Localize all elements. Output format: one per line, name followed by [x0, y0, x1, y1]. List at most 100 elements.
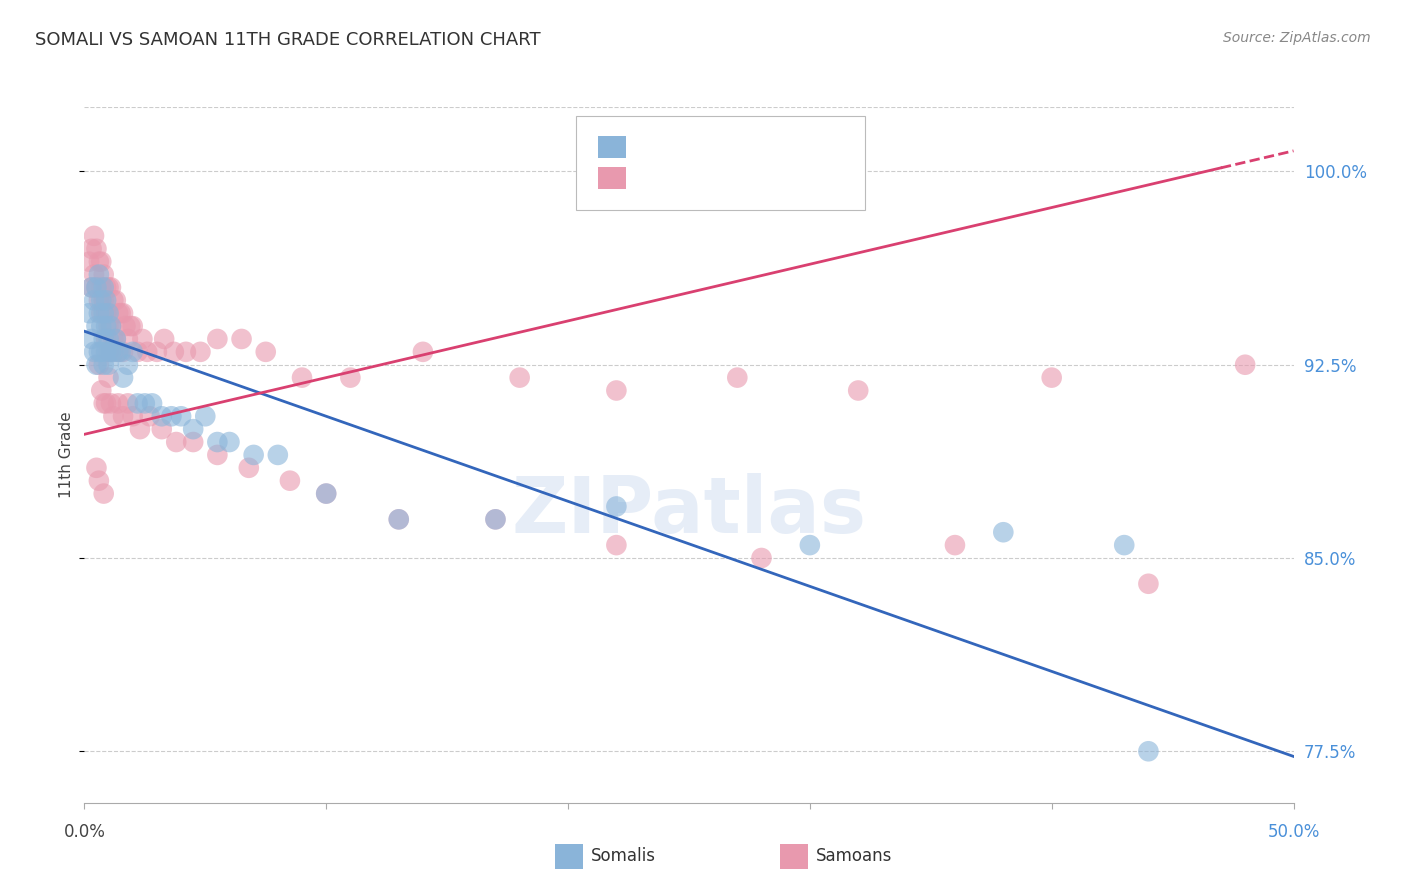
Point: [207, 435, 229, 450]
Text: ZIPatlas: ZIPatlas: [512, 473, 866, 549]
Point: [136, 344, 159, 359]
Point: [799, 538, 821, 552]
Point: [231, 332, 253, 346]
Point: [484, 512, 506, 526]
Point: [1234, 358, 1257, 372]
Point: [110, 344, 132, 359]
Point: [121, 344, 143, 359]
Point: [103, 344, 125, 359]
Point: [93, 396, 115, 410]
Point: [90, 293, 112, 308]
Point: [93, 358, 115, 372]
Point: [112, 370, 135, 384]
Point: [110, 306, 132, 320]
Point: [86, 280, 108, 294]
Point: [97, 319, 120, 334]
Point: [83, 293, 105, 308]
Point: [751, 551, 773, 566]
Point: [103, 332, 125, 346]
Point: [107, 344, 129, 359]
Point: [267, 448, 290, 462]
Point: [121, 409, 143, 424]
Point: [194, 409, 217, 424]
Point: [315, 486, 337, 500]
Text: N =: N =: [738, 138, 775, 156]
Point: [94, 280, 117, 294]
Point: [90, 319, 112, 334]
Text: SOMALI VS SAMOAN 11TH GRADE CORRELATION CHART: SOMALI VS SAMOAN 11TH GRADE CORRELATION …: [35, 31, 541, 49]
Point: [605, 538, 627, 552]
Point: [1040, 370, 1063, 384]
Point: [117, 396, 139, 410]
Point: [87, 268, 110, 282]
Point: [100, 280, 122, 294]
Point: [388, 512, 411, 526]
Point: [291, 370, 314, 384]
Point: [163, 344, 186, 359]
Text: 53: 53: [776, 138, 799, 156]
Point: [141, 396, 163, 410]
Point: [103, 293, 125, 308]
Point: [87, 358, 110, 372]
Point: [181, 422, 204, 436]
Point: [388, 512, 411, 526]
Point: [97, 344, 120, 359]
Point: [242, 448, 264, 462]
Point: [238, 460, 260, 475]
Point: [97, 370, 120, 384]
Point: [100, 396, 122, 410]
Point: [153, 332, 176, 346]
Point: [87, 293, 110, 308]
Point: [104, 293, 127, 308]
Point: [86, 319, 108, 334]
Point: [83, 228, 105, 243]
Point: [100, 319, 122, 334]
Point: [83, 344, 105, 359]
Point: [80, 280, 103, 294]
Point: [86, 242, 108, 256]
Text: R =: R =: [634, 138, 671, 156]
Point: [339, 370, 361, 384]
Text: 50.0%: 50.0%: [1267, 823, 1320, 841]
Point: [93, 268, 115, 282]
Point: [93, 306, 115, 320]
Text: N =: N =: [738, 169, 775, 187]
Point: [97, 280, 120, 294]
Point: [412, 344, 434, 359]
Point: [605, 384, 627, 398]
Point: [94, 332, 117, 346]
Point: [93, 293, 115, 308]
Point: [160, 409, 183, 424]
Point: [725, 370, 748, 384]
Text: 0.296: 0.296: [672, 169, 724, 187]
Point: [127, 344, 149, 359]
Point: [254, 344, 277, 359]
Point: [94, 396, 117, 410]
Point: [117, 332, 139, 346]
Point: [90, 344, 112, 359]
Point: [100, 344, 122, 359]
Point: [150, 409, 173, 424]
Point: [90, 384, 112, 398]
Point: [509, 370, 531, 384]
Text: R =: R =: [634, 169, 671, 187]
Point: [100, 319, 122, 334]
Point: [94, 319, 117, 334]
Point: [94, 293, 117, 308]
Point: [87, 306, 110, 320]
Y-axis label: 11th Grade: 11th Grade: [59, 411, 73, 499]
Point: [127, 396, 149, 410]
Point: [77, 254, 100, 268]
Point: [93, 280, 115, 294]
Point: [121, 319, 143, 334]
Text: 0.0%: 0.0%: [63, 823, 105, 841]
Point: [165, 435, 187, 450]
Point: [93, 332, 115, 346]
Point: [846, 384, 869, 398]
Point: [114, 319, 136, 334]
Point: [278, 474, 301, 488]
Point: [90, 306, 112, 320]
Point: [207, 332, 229, 346]
Point: [993, 525, 1015, 540]
Point: [138, 409, 160, 424]
